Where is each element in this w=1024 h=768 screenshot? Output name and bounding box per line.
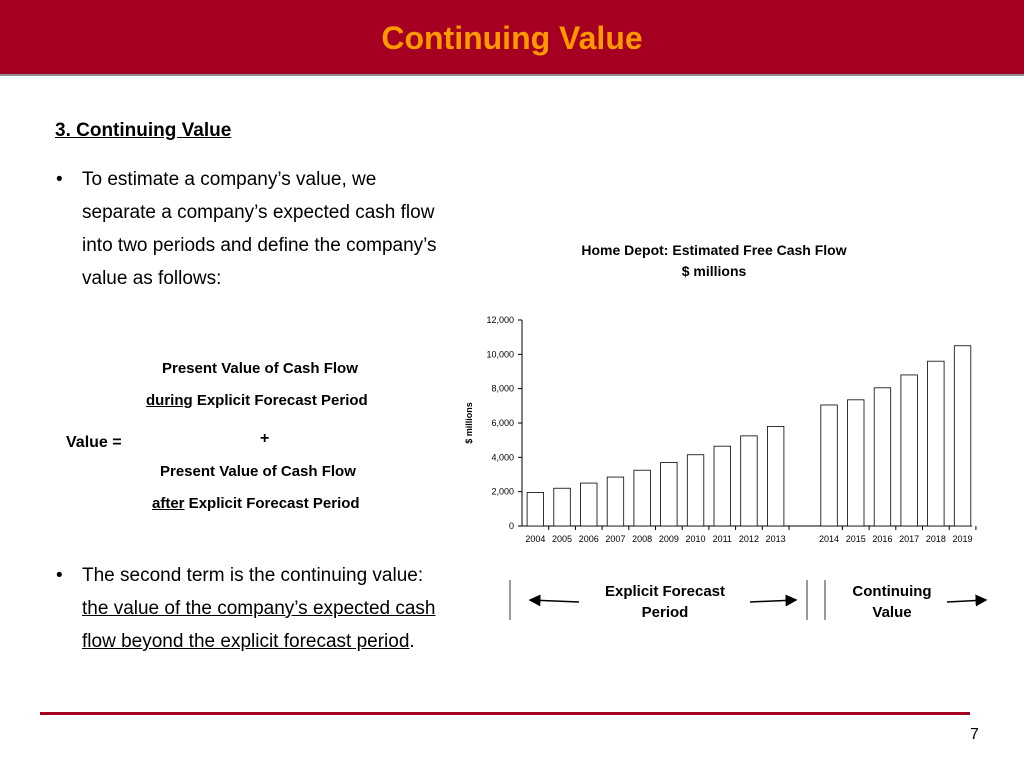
bullet-1-text: To estimate a company’s value, we separa… bbox=[82, 169, 437, 289]
explicit-label-line-2: Period bbox=[641, 604, 689, 621]
bar-2016 bbox=[873, 387, 892, 527]
bullet-2: • The second term is the continuing valu… bbox=[56, 559, 436, 694]
explicit-period-label: Explicit Forecast Period bbox=[585, 581, 745, 623]
bar-2017 bbox=[900, 374, 918, 527]
x-tick-label-2009: 2009 bbox=[659, 534, 679, 544]
bullet-2-underlined: the value of the company’s expected cash… bbox=[82, 598, 436, 652]
title-bar: Continuing Value bbox=[0, 0, 1024, 76]
y-tick-label: 12,000 bbox=[486, 315, 514, 325]
x-tick-label-2004: 2004 bbox=[525, 534, 545, 544]
bar-2010 bbox=[686, 454, 705, 527]
formula-line-1: Present Value of Cash Flow bbox=[162, 360, 358, 377]
x-tick-label-2019: 2019 bbox=[953, 534, 973, 544]
bar-2015 bbox=[847, 399, 865, 527]
bar-2008 bbox=[633, 469, 651, 527]
bar-2013 bbox=[766, 426, 785, 527]
bullet-2-text: The second term is the continuing value:… bbox=[82, 559, 442, 658]
right-arrow bbox=[749, 594, 798, 607]
continuing-value-label: Continuing Value bbox=[832, 581, 952, 623]
chart-title: Home Depot: Estimated Free Cash Flow bbox=[581, 242, 846, 258]
y-tick-label: 2,000 bbox=[491, 487, 514, 497]
x-tick-label-2010: 2010 bbox=[686, 534, 706, 544]
slide-title: Continuing Value bbox=[381, 20, 643, 56]
y-axis-label: $ millions bbox=[464, 402, 474, 444]
bar-2011 bbox=[713, 445, 731, 527]
x-tick-label-2011: 2011 bbox=[713, 534, 732, 544]
formula-during: during bbox=[146, 392, 193, 409]
y-tick-label: 10,000 bbox=[486, 349, 514, 359]
bar-2018 bbox=[927, 360, 945, 527]
x-tick-label-2012: 2012 bbox=[739, 534, 759, 544]
bar-2012 bbox=[740, 435, 758, 527]
x-tick-label-2015: 2015 bbox=[846, 534, 866, 544]
x-tick-label-2014: 2014 bbox=[819, 534, 839, 544]
y-tick-label: 4,000 bbox=[491, 452, 514, 462]
bar-2006 bbox=[580, 482, 598, 527]
page-number: 7 bbox=[970, 726, 979, 743]
y-tick-label: 8,000 bbox=[491, 384, 514, 394]
left-arrow bbox=[528, 594, 580, 607]
bar-2019 bbox=[953, 345, 972, 527]
cash-flow-chart: Home Depot: Estimated Free Cash Flow $ m… bbox=[464, 242, 977, 544]
bullet-1-glyph: • bbox=[56, 169, 63, 190]
continuing-label-line-2: Value bbox=[872, 604, 912, 621]
footer-divider bbox=[40, 712, 970, 715]
bullet-2-prefix: The second term is the continuing value: bbox=[82, 565, 424, 586]
formula-line-3: Present Value of Cash Flow bbox=[160, 463, 356, 480]
formula-line-4-rest: Explicit Forecast Period bbox=[184, 495, 360, 512]
bar-2005 bbox=[553, 487, 571, 527]
x-tick-label-2008: 2008 bbox=[632, 534, 652, 544]
x-tick-label-2006: 2006 bbox=[579, 534, 599, 544]
formula-line-2: during Explicit Forecast Period bbox=[146, 392, 368, 409]
formula-plus: + bbox=[260, 430, 270, 447]
bullet-2-suffix: . bbox=[409, 631, 415, 652]
bullet-1: • To estimate a company’s value, we sepa… bbox=[56, 163, 437, 328]
bar-2004 bbox=[526, 492, 544, 527]
x-tick-label-2005: 2005 bbox=[552, 534, 572, 544]
y-tick-label: 0 bbox=[509, 521, 514, 531]
bar-2014 bbox=[820, 404, 838, 527]
x-tick-label-2018: 2018 bbox=[926, 534, 946, 544]
x-tick-label-2007: 2007 bbox=[605, 534, 625, 544]
bar-2009 bbox=[660, 462, 678, 527]
value-label: Value = bbox=[66, 434, 122, 451]
formula-after: after bbox=[152, 495, 185, 512]
bar-2007 bbox=[606, 476, 625, 527]
chart-subtitle: $ millions bbox=[682, 263, 747, 279]
bullet-2-glyph: • bbox=[56, 565, 63, 586]
section-heading: 3. Continuing Value bbox=[55, 120, 232, 141]
x-tick-label-2013: 2013 bbox=[766, 534, 786, 544]
x-tick-label-2016: 2016 bbox=[872, 534, 892, 544]
y-tick-label: 6,000 bbox=[491, 418, 514, 428]
formula-line-4: after Explicit Forecast Period bbox=[152, 495, 360, 512]
continuing-arrow bbox=[946, 594, 988, 607]
explicit-label-line-1: Explicit Forecast bbox=[604, 583, 726, 600]
x-tick-label-2017: 2017 bbox=[899, 534, 919, 544]
formula-line-2-rest: Explicit Forecast Period bbox=[192, 392, 368, 409]
continuing-label-line-1: Continuing bbox=[852, 583, 932, 600]
period-markers bbox=[509, 580, 988, 620]
